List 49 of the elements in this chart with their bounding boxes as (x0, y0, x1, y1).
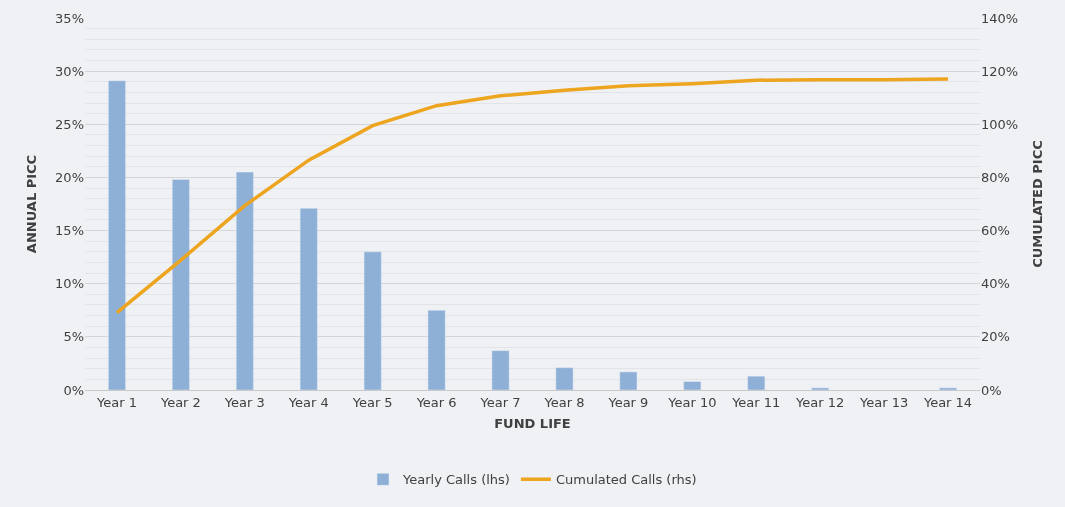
x-tick-label: Year 5 (351, 394, 393, 410)
bar (491, 350, 510, 390)
bar (939, 387, 957, 390)
bar (427, 310, 446, 390)
y2-tick-label: 80% (981, 169, 1010, 185)
x-tick-label: Year 14 (922, 394, 973, 410)
y2-tick-label: 120% (981, 63, 1019, 79)
y2-tick-label: 60% (981, 223, 1010, 239)
y-tick-label: 30% (55, 63, 84, 79)
x-tick-label: Year 4 (287, 394, 329, 410)
x-tick-label: Year 13 (859, 394, 909, 410)
y2-tick-label: 40% (981, 276, 1010, 292)
y-tick-label: 15% (55, 223, 84, 239)
x-tick-label: Year 8 (543, 394, 585, 410)
y2-tick-label: 100% (981, 116, 1019, 132)
bar (235, 171, 254, 390)
y2-tick-label: 0% (981, 382, 1002, 398)
x-tick-label: Year 6 (415, 394, 457, 410)
x-axis-title: FUND LIFE (494, 416, 571, 432)
bar (108, 80, 126, 390)
x-tick-label: Year 11 (731, 394, 781, 410)
bar (683, 381, 702, 390)
legend-label: Cumulated Calls (rhs) (555, 472, 697, 488)
bar (619, 371, 638, 390)
bar (555, 367, 574, 390)
line-series (115, 77, 950, 315)
x-tick-label: Year 10 (667, 394, 717, 410)
y-tick-label: 0% (63, 382, 84, 398)
y-tick-label: 10% (55, 276, 84, 292)
bar (172, 179, 190, 390)
x-tick-label: Year 12 (795, 394, 845, 410)
y-tick-label: 5% (63, 329, 84, 345)
bar (299, 208, 318, 390)
x-tick-label: Year 1 (95, 394, 137, 410)
y2-axis-title: CUMULATED PICC (1029, 140, 1045, 268)
y-tick-label: 25% (55, 116, 84, 132)
y-axis-title: ANNUAL PICC (24, 154, 40, 254)
x-tick-label: Year 3 (223, 394, 265, 410)
x-tick-label: Year 2 (159, 394, 201, 410)
y2-tick-label: 20% (981, 329, 1010, 345)
y-tick-label: 35% (55, 10, 84, 26)
bar (811, 387, 830, 390)
x-tick-label: Year 9 (607, 394, 649, 410)
x-tick-label: Year 7 (479, 394, 521, 410)
y-tick-label: 20% (55, 169, 84, 185)
legend-label: Yearly Calls (lhs) (402, 472, 510, 488)
y2-tick-label: 140% (981, 10, 1019, 26)
bar (363, 251, 382, 390)
bar (747, 375, 766, 390)
